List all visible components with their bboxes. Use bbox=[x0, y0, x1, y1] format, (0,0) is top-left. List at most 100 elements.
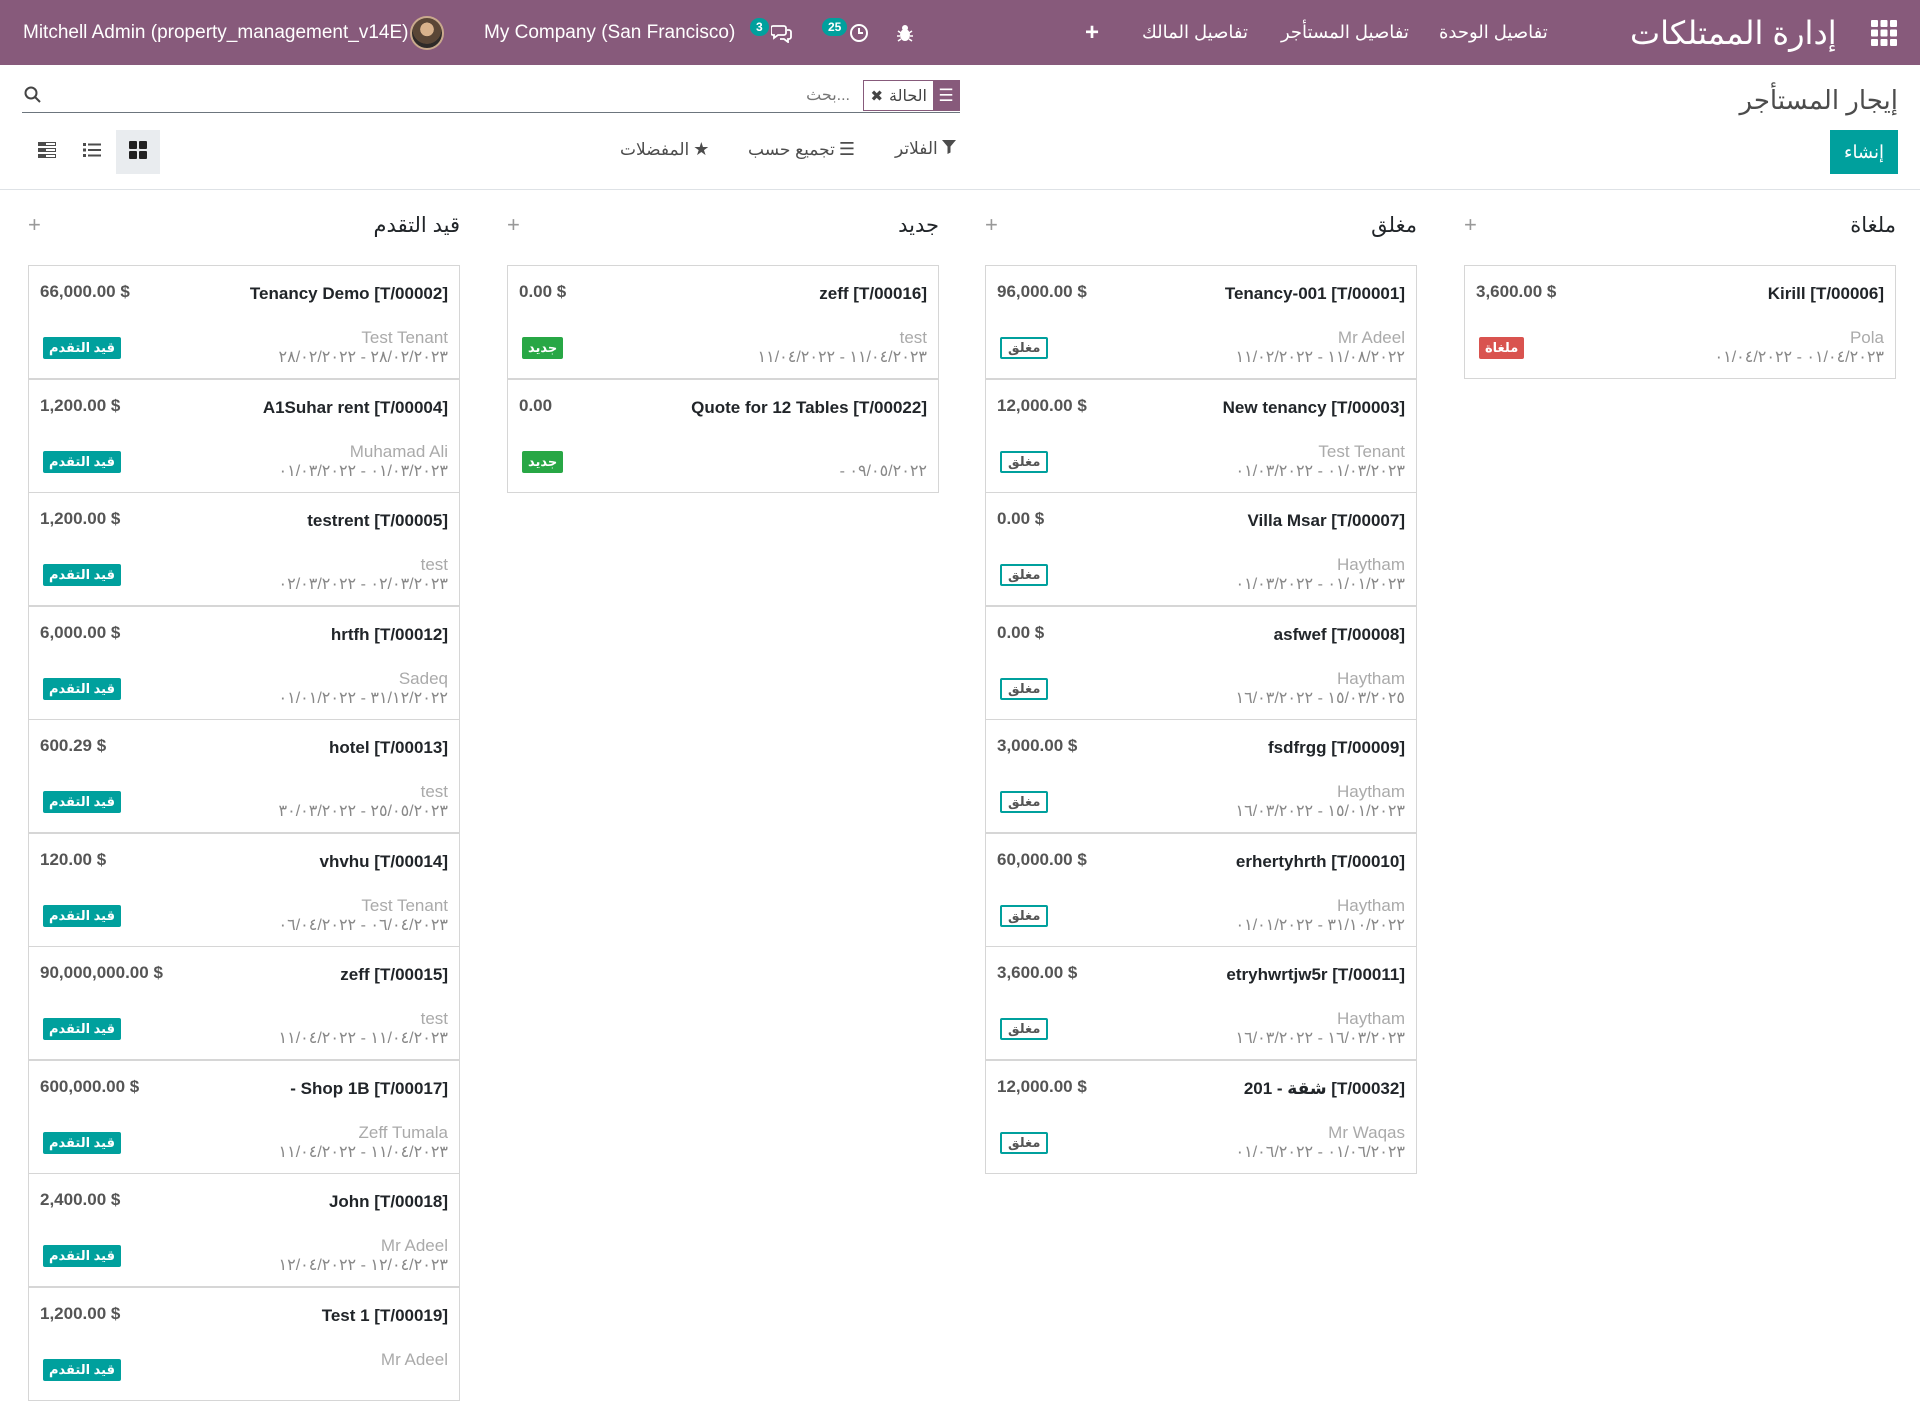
card-tenant: Test Tenant bbox=[1318, 441, 1405, 461]
card-tenant: Mr Adeel bbox=[380, 1236, 448, 1255]
status-badge: ملغاة bbox=[1479, 337, 1525, 359]
card-tenant: Zeff Tumala bbox=[358, 1122, 448, 1142]
messaging-menu[interactable]: 3 bbox=[750, 0, 793, 65]
card-dates: ٣١/١٠/٢٠٢٢ - ٠١/٠١/٢٠٢٢ bbox=[1235, 916, 1405, 934]
kanban-card[interactable]: Villa Msar [T/00007] 0.00 $ Haytham ٠١/٠١/٢… bbox=[985, 492, 1417, 606]
card-amount: 2,400.00 $ bbox=[40, 1190, 121, 1209]
column-title[interactable]: مغلق bbox=[1371, 214, 1417, 237]
activity-view-icon bbox=[38, 141, 56, 163]
search-icon[interactable] bbox=[24, 86, 41, 108]
create-button[interactable]: إنشاء bbox=[1830, 130, 1898, 174]
card-amount: 3,000.00 $ bbox=[997, 736, 1078, 755]
status-badge: جديد bbox=[522, 337, 564, 359]
kanban-card[interactable]: Tenancy Demo [T/00002] 66,000.00 $ Test Te… bbox=[28, 265, 460, 379]
card-dates: ٠٢/٠٣/٢٠٢٣ - ٠٢/٠٣/٢٠٢٢ bbox=[278, 576, 448, 593]
card-amount: 0.00 $ bbox=[997, 622, 1045, 642]
column-add-icon[interactable]: + bbox=[985, 212, 998, 237]
menu-tenant-details[interactable]: تفاصيل المستأجر bbox=[1281, 0, 1409, 65]
card-dates: ٠١/٠٤/٢٠٢٣ - ٠١/٠٤/٢٠٢٢ bbox=[1714, 349, 1884, 366]
kanban-card[interactable]: zeff [T/00016] 0.00 $ test ١١/٠٤/٢٠٢٣ - ١١/… bbox=[507, 265, 939, 379]
kanban-card[interactable]: hrtfh [T/00012] 6,000.00 $ Sadeq ٣١/١٢/٢٠٢٢… bbox=[28, 605, 460, 720]
kanban-card[interactable]: New tenancy [T/00003] 12,000.00 $ Test Ten… bbox=[985, 378, 1417, 493]
list-view-button[interactable] bbox=[70, 130, 114, 174]
user-menu[interactable]: Mitchell Admin (property_management_v14E… bbox=[23, 0, 408, 65]
card-amount: 0.00 $ bbox=[519, 282, 567, 301]
favorites-button[interactable]: المفضلات ★ bbox=[620, 139, 709, 160]
filters-button[interactable]: الفلاتر bbox=[895, 139, 956, 159]
kanban-card[interactable]: erhertyhrth [T/00010] 60,000.00 $ Haytham ٣… bbox=[985, 832, 1417, 947]
card-dates: ١٦/٠٣/٢٠٢٣ - ١٦/٠٣/٢٠٢٢ bbox=[1235, 1030, 1405, 1047]
avatar[interactable] bbox=[410, 0, 444, 65]
status-badge: قيد التقدم bbox=[43, 1358, 121, 1381]
card-tenant: Haytham bbox=[1336, 668, 1405, 688]
card-tenant: Mr Adeel bbox=[1337, 328, 1405, 347]
card-amount: 600,000.00 $ bbox=[40, 1076, 140, 1096]
column-title[interactable]: جديد bbox=[898, 214, 939, 237]
kanban-card[interactable]: Tenancy-001 [T/00001] 96,000.00 $ Mr Adeel… bbox=[985, 265, 1417, 379]
card-title: John [T/00018] bbox=[328, 1192, 448, 1211]
status-badge: مغلق bbox=[1000, 337, 1049, 359]
status-badge: مغلق bbox=[1000, 1018, 1049, 1040]
kanban-card[interactable]: zeff [T/00015] 90,000,000.00 $ test ١١/٠٤/٢… bbox=[28, 946, 460, 1060]
app-menu-button[interactable] bbox=[1871, 0, 1897, 65]
kanban-card[interactable]: Kirill [T/00006] 3,600.00 $ Pola ٠١/٠٤/٢٠٢٣… bbox=[1464, 265, 1896, 379]
card-tenant: test bbox=[420, 1009, 448, 1028]
card-title: A1Suhar rent [T/00004] bbox=[262, 397, 448, 417]
card-title: Quote for 12 Tables [T/00022] bbox=[691, 397, 927, 417]
activity-menu[interactable]: 25 bbox=[822, 0, 869, 65]
company-switcher[interactable]: My Company (San Francisco) bbox=[484, 0, 735, 65]
bug-icon bbox=[896, 23, 914, 43]
kanban-card[interactable]: etryhwrtjw5r [T/00011] 3,600.00 $ Haytham ١… bbox=[985, 946, 1417, 1060]
card-dates: ٠١/٠١/٢٠٢٣ - ٠١/٠٣/٢٠٢٢ bbox=[1235, 576, 1405, 593]
kanban-card[interactable]: Test 1 [T/00019] 1,200.00 $ Mr Adeel قيد ال… bbox=[28, 1286, 460, 1401]
kanban-column-closed: مغلق + Tenancy-001 [T/00001] 96,000.00 $ M… bbox=[985, 190, 1417, 1174]
card-title: zeff [T/00015] bbox=[340, 965, 448, 984]
app-title[interactable]: إدارة الممتلكات bbox=[1630, 0, 1837, 65]
status-badge: قيد التقدم bbox=[43, 677, 121, 700]
bars-icon: ☰ bbox=[838, 139, 855, 159]
status-badge: جديد bbox=[522, 450, 564, 473]
apps-grid-icon bbox=[1871, 19, 1897, 46]
kanban-card[interactable]: Quote for 12 Tables [T/00022] 0.00 - ٠٩/٠٥… bbox=[507, 378, 939, 493]
menu-owner-details[interactable]: تفاصيل المالك bbox=[1142, 0, 1248, 65]
card-dates: ٢٨/٠٢/٢٠٢٣ - ٢٨/٠٢/٢٠٢٢ bbox=[278, 349, 448, 366]
card-title: fsdfrgg [T/00009] bbox=[1268, 738, 1405, 757]
card-dates: ٢٥/٠٥/٢٠٢٣ - ٣٠/٠٣/٢٠٢٢ bbox=[278, 803, 448, 820]
plus-icon: + bbox=[1085, 18, 1100, 46]
kanban-card[interactable]: testrent [T/00005] 1,200.00 $ test ٠٢/٠٣/٢٠… bbox=[28, 492, 460, 606]
card-dates: ١٢/٠٤/٢٠٢٣ - ١٢/٠٤/٢٠٢٢ bbox=[278, 1257, 448, 1274]
kanban-card[interactable]: hotel [T/00013] 600.29 $ test ٢٥/٠٥/٢٠٢٣ - … bbox=[28, 719, 460, 833]
kanban-card[interactable]: vhvhu [T/00014] 120.00 $ Test Tenant ٠٦/٠٤/… bbox=[28, 832, 460, 947]
column-header: قيد التقدم + bbox=[28, 190, 460, 265]
status-badge: قيد التقدم bbox=[43, 791, 121, 813]
column-title[interactable]: قيد التقدم bbox=[373, 214, 460, 237]
column-header: مغلق + bbox=[985, 190, 1417, 265]
status-badge: مغلق bbox=[1000, 677, 1049, 700]
quick-create-button[interactable]: + bbox=[1085, 0, 1099, 65]
column-title[interactable]: ملغاة bbox=[1850, 214, 1896, 237]
search-input[interactable] bbox=[52, 82, 850, 110]
card-tenant: Test Tenant bbox=[361, 328, 448, 347]
debug-menu[interactable] bbox=[896, 0, 914, 65]
kanban-card[interactable]: John [T/00018] 2,400.00 $ Mr Adeel ١٢/٠٤/٢٠… bbox=[28, 1173, 460, 1287]
column-add-icon[interactable]: + bbox=[507, 212, 520, 237]
column-add-icon[interactable]: + bbox=[1464, 212, 1477, 237]
kanban-card[interactable]: - Shop 1B [T/00017] 600,000.00 $ Zeff Tuma… bbox=[28, 1059, 460, 1174]
kanban-card[interactable]: asfwef [T/00008] 0.00 $ Haytham ١٥/٠٣/٢٠٢٥ … bbox=[985, 605, 1417, 720]
kanban-card[interactable]: fsdfrgg [T/00009] 3,000.00 $ Haytham ١٥/٠١/… bbox=[985, 719, 1417, 833]
facet-label: الحالة bbox=[889, 87, 927, 105]
kanban-card[interactable]: A1Suhar rent [T/00004] 1,200.00 $ Muhamad … bbox=[28, 378, 460, 493]
column-add-icon[interactable]: + bbox=[28, 212, 41, 237]
group-by-button[interactable]: تجميع حسب ☰ bbox=[748, 139, 855, 160]
menu-unit-details[interactable]: تفاصيل الوحدة bbox=[1439, 0, 1548, 65]
breadcrumb: إيجار المستأجر bbox=[1739, 85, 1898, 115]
favorites-label: المفضلات bbox=[620, 139, 690, 159]
kanban-card[interactable]: 201 - شقة [T/00032] 12,000.00 $ Mr Waqas ٠١… bbox=[985, 1059, 1417, 1174]
column-header: ملغاة + bbox=[1464, 190, 1896, 265]
remove-facet-icon[interactable]: ✖ bbox=[870, 87, 884, 105]
activity-view-button[interactable] bbox=[25, 130, 69, 174]
card-dates: ١١/٠٨/٢٠٢٢ - ١١/٠٢/٢٠٢٢ bbox=[1235, 349, 1405, 366]
app-title-label: إدارة الممتلكات bbox=[1630, 14, 1837, 51]
kanban-view-button[interactable] bbox=[116, 130, 160, 174]
card-dates: ٣١/١٢/٢٠٢٢ - ٠١/٠١/٢٠٢٢ bbox=[278, 689, 448, 707]
